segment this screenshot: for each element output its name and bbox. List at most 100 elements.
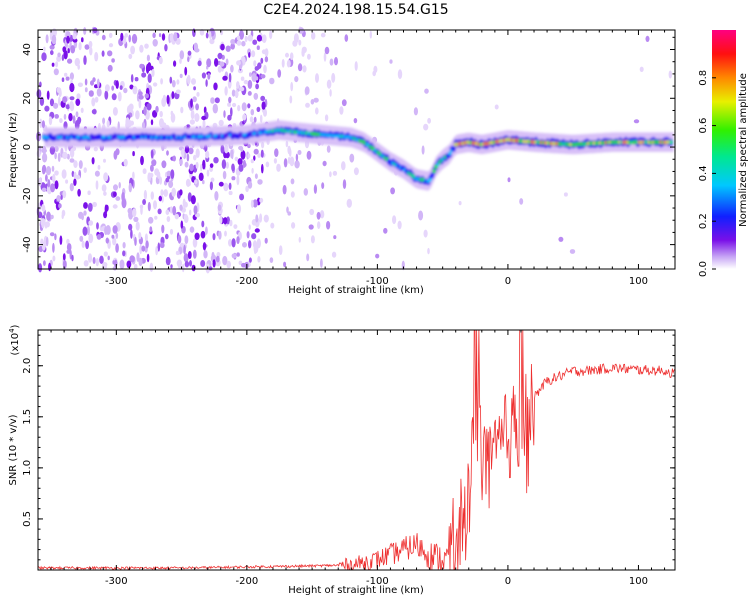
noise-speck bbox=[39, 118, 43, 129]
noise-speck bbox=[230, 107, 233, 117]
noise-speck bbox=[117, 91, 122, 102]
colorbar-tick-label: 0.0 bbox=[698, 261, 709, 277]
colorbar-gradient bbox=[712, 30, 736, 269]
noise-speck bbox=[161, 224, 165, 234]
noise-speck bbox=[75, 174, 81, 180]
x-tick-label: 100 bbox=[629, 276, 648, 287]
noise-speck bbox=[222, 170, 227, 180]
noise-speck bbox=[83, 210, 87, 216]
noise-speck bbox=[286, 206, 289, 214]
noise-speck bbox=[401, 260, 405, 271]
noise-speck bbox=[184, 161, 189, 168]
noise-speck bbox=[259, 197, 264, 203]
noise-speck bbox=[81, 240, 85, 248]
noise-speck bbox=[264, 56, 269, 63]
noise-speck bbox=[78, 42, 82, 51]
noise-speck bbox=[240, 76, 245, 81]
noise-speck bbox=[186, 153, 190, 162]
noise-speck bbox=[212, 103, 218, 114]
noise-speck bbox=[138, 91, 143, 96]
noise-speck bbox=[217, 204, 222, 211]
noise-speck bbox=[308, 224, 314, 230]
noise-speck bbox=[200, 230, 206, 239]
noise-speck bbox=[59, 118, 63, 124]
noise-speck bbox=[74, 57, 81, 67]
noise-speck bbox=[244, 35, 248, 43]
noise-speck bbox=[112, 237, 117, 246]
noise-speck bbox=[113, 150, 118, 160]
noise-speck bbox=[333, 235, 337, 240]
noise-speck bbox=[250, 109, 255, 116]
noise-speck bbox=[369, 30, 372, 39]
noise-speck bbox=[188, 181, 191, 186]
noise-speck bbox=[36, 131, 42, 142]
noise-speck bbox=[183, 244, 186, 255]
noise-speck bbox=[39, 96, 45, 106]
noise-speck bbox=[147, 172, 151, 183]
noise-speck bbox=[309, 208, 315, 216]
noise-speck bbox=[331, 251, 337, 258]
noise-speck bbox=[242, 113, 247, 121]
noise-speck bbox=[236, 204, 242, 214]
ridge-peak bbox=[669, 140, 673, 145]
noise-speck bbox=[213, 157, 219, 164]
noise-speck bbox=[67, 58, 73, 64]
snr-trace bbox=[38, 330, 675, 570]
noise-speck bbox=[165, 177, 170, 183]
noise-speck bbox=[63, 121, 68, 130]
noise-speck bbox=[212, 233, 216, 241]
noise-speck bbox=[232, 102, 237, 108]
noise-speck bbox=[192, 96, 197, 103]
noise-speck bbox=[65, 179, 69, 184]
noise-speck bbox=[252, 199, 258, 208]
noise-speck bbox=[146, 253, 150, 263]
noise-speck bbox=[88, 40, 93, 48]
noise-speck bbox=[247, 34, 253, 42]
noise-speck bbox=[253, 148, 259, 155]
noise-speck bbox=[239, 193, 245, 201]
noise-speck bbox=[248, 240, 252, 249]
noise-speck bbox=[342, 179, 347, 190]
noise-speck bbox=[317, 221, 321, 230]
noise-speck bbox=[375, 253, 380, 259]
noise-speck bbox=[192, 238, 198, 248]
noise-speck bbox=[75, 98, 81, 107]
noise-speck bbox=[278, 245, 283, 256]
noise-speck bbox=[205, 32, 209, 39]
noise-speck bbox=[152, 39, 158, 47]
noise-speck bbox=[270, 222, 275, 229]
noise-speck bbox=[108, 32, 113, 39]
noise-speck bbox=[87, 190, 91, 196]
noise-speck bbox=[103, 158, 106, 163]
noise-speck bbox=[119, 259, 125, 270]
noise-speck bbox=[202, 159, 206, 170]
noise-speck bbox=[297, 63, 303, 72]
noise-speck bbox=[72, 33, 77, 40]
noise-speck bbox=[165, 209, 170, 215]
noise-speck bbox=[283, 261, 287, 268]
noise-speck bbox=[306, 150, 312, 160]
noise-speck bbox=[149, 262, 154, 272]
noise-speck bbox=[282, 184, 287, 195]
noise-speck bbox=[115, 80, 119, 89]
noise-speck bbox=[285, 52, 289, 58]
noise-speck bbox=[41, 120, 46, 129]
noise-speck bbox=[73, 160, 78, 169]
noise-speck bbox=[639, 66, 644, 73]
noise-speck bbox=[236, 252, 240, 257]
noise-speck bbox=[129, 84, 134, 90]
noise-speck bbox=[62, 253, 66, 261]
noise-speck bbox=[182, 198, 186, 208]
noise-speck bbox=[134, 77, 139, 82]
noise-speck bbox=[41, 204, 45, 212]
y-axis-label: Frequency (Hz) bbox=[8, 112, 19, 188]
noise-speck bbox=[326, 145, 331, 153]
noise-speck bbox=[236, 40, 242, 46]
noise-speck bbox=[219, 61, 225, 67]
noise-speck bbox=[36, 150, 41, 158]
noise-speck bbox=[67, 48, 70, 54]
noise-speck bbox=[89, 46, 93, 56]
noise-speck bbox=[105, 237, 110, 244]
noise-speck bbox=[107, 255, 110, 261]
noise-speck bbox=[41, 221, 45, 229]
